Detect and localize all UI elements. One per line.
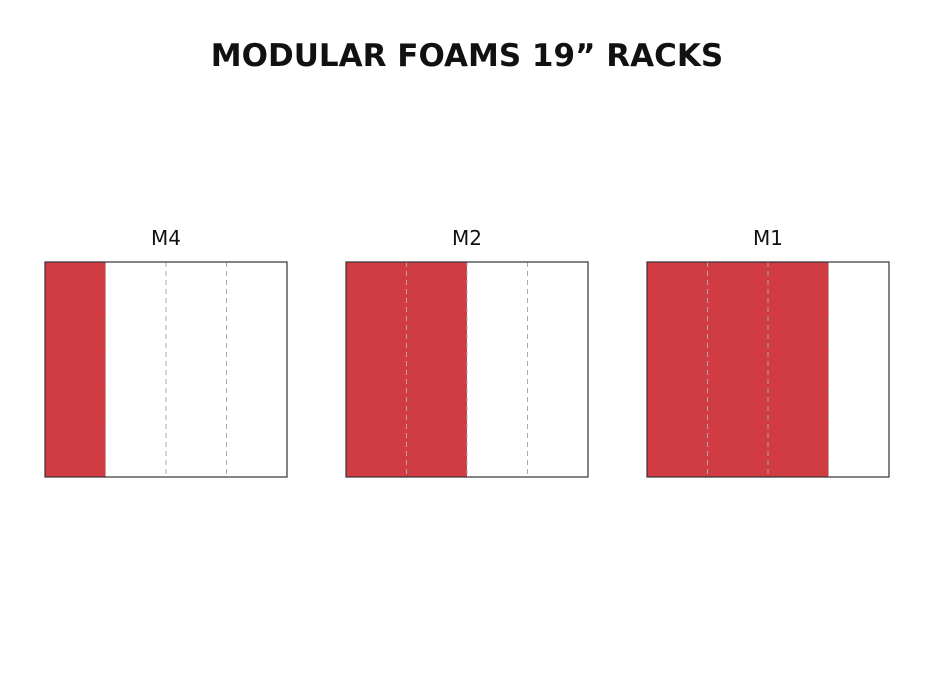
filled-slot xyxy=(647,262,829,477)
rack-label: M4 xyxy=(151,226,181,250)
rack: M4 xyxy=(44,226,288,478)
title: MODULAR FOAMS 19” RACKS xyxy=(211,38,723,74)
rack-frame xyxy=(44,261,288,478)
rack-frame xyxy=(345,261,589,478)
filled-slot xyxy=(346,262,467,477)
rack-frame xyxy=(646,261,890,478)
rack: M2 xyxy=(345,226,589,478)
filled-slot xyxy=(45,262,106,477)
rack-label: M1 xyxy=(753,226,783,250)
rack: M1 xyxy=(646,226,890,478)
rack-label: M2 xyxy=(452,226,482,250)
